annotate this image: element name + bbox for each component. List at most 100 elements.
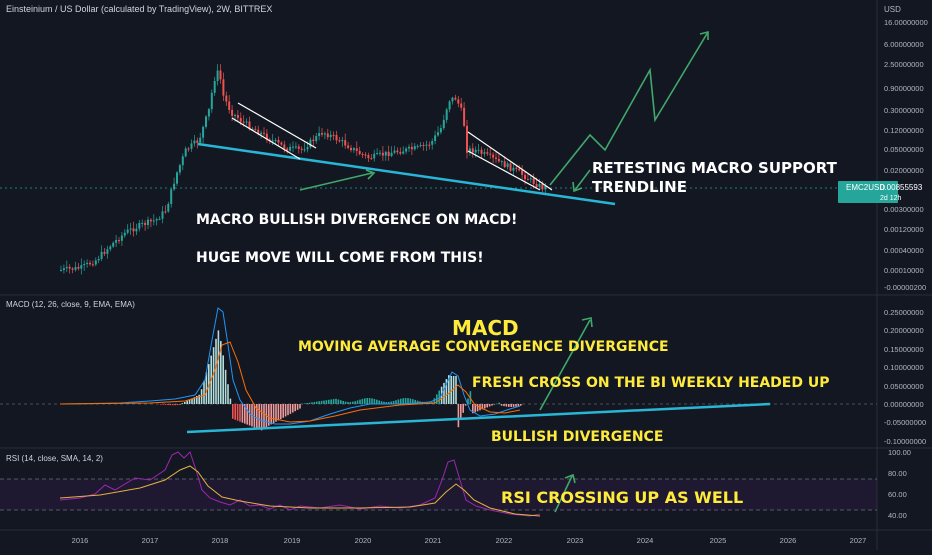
candle-body bbox=[236, 114, 239, 119]
candle-body bbox=[419, 145, 422, 147]
macd-histogram-bar bbox=[299, 404, 301, 409]
candle-body bbox=[393, 150, 396, 153]
macd-histogram-bar bbox=[359, 399, 361, 404]
macd-histogram-bar bbox=[356, 400, 359, 404]
candle-body bbox=[451, 97, 454, 102]
candle-body bbox=[370, 158, 373, 160]
candle-body bbox=[439, 128, 442, 133]
macd-histogram-bar bbox=[200, 389, 203, 404]
candle-body bbox=[65, 266, 68, 269]
candle-body bbox=[489, 153, 492, 155]
time-axis-ticks: 2016 2017 2018 2019 2020 2021 2022 2023 2024 2025… bbox=[72, 536, 867, 545]
macd-histogram-bar bbox=[510, 404, 512, 407]
candle-body bbox=[408, 146, 410, 149]
macd-histogram-bar bbox=[455, 376, 457, 404]
macd-histogram-bar bbox=[174, 404, 176, 406]
macd-histogram-bar bbox=[188, 399, 191, 404]
candle-body bbox=[77, 266, 80, 269]
macd-histogram-bar bbox=[270, 404, 272, 425]
candle-body bbox=[326, 133, 329, 138]
macd-histogram-bar bbox=[380, 401, 383, 404]
macd-tick-label: 0.05000000 bbox=[884, 382, 924, 391]
candle-body bbox=[413, 146, 416, 150]
candle-body bbox=[497, 158, 500, 162]
macd-projection-arrowhead bbox=[581, 317, 593, 328]
candle-body bbox=[271, 140, 274, 142]
candle-body bbox=[347, 145, 350, 148]
annotation-rsi-cross: RSI CROSSING UP AS WELL bbox=[501, 488, 743, 507]
candle-body bbox=[80, 265, 83, 269]
macd-histogram-bar bbox=[460, 404, 462, 420]
time-tick-label: 2023 bbox=[567, 536, 584, 545]
macd-histogram-bar bbox=[256, 404, 258, 429]
candle-body bbox=[144, 222, 147, 226]
macd-histogram-bar bbox=[325, 400, 328, 404]
candle-body bbox=[300, 148, 303, 150]
time-tick-label: 2026 bbox=[780, 536, 797, 545]
candle-body bbox=[71, 268, 74, 270]
macd-histogram-bar bbox=[371, 398, 373, 404]
macd-histogram-bar bbox=[193, 397, 196, 404]
divergence-arrowhead bbox=[365, 169, 376, 180]
macd-histogram-bar bbox=[313, 401, 316, 404]
wedge-upper-line-1 bbox=[237, 102, 317, 149]
divergence-arrow bbox=[299, 172, 373, 191]
macd-histogram-bar bbox=[198, 394, 200, 404]
candle-body bbox=[448, 101, 451, 110]
candle-body bbox=[216, 70, 219, 82]
candle-body bbox=[535, 183, 538, 187]
candle-body bbox=[196, 140, 199, 143]
candle-body bbox=[361, 154, 364, 156]
macd-histogram-bar bbox=[476, 404, 479, 412]
macd-histogram-bar bbox=[448, 375, 450, 404]
candle-body bbox=[292, 146, 294, 148]
macd-histogram-bar bbox=[224, 369, 227, 404]
candle-body bbox=[126, 229, 129, 233]
macd-histogram-bar bbox=[376, 399, 378, 404]
macd-histogram-bar bbox=[260, 404, 263, 431]
candle-body bbox=[118, 240, 120, 242]
candle-body bbox=[503, 161, 506, 168]
rsi-tick-label: 100.00 bbox=[888, 448, 911, 457]
candle-body bbox=[544, 185, 547, 190]
macd-histogram-bar bbox=[308, 402, 311, 404]
candle-body bbox=[387, 151, 390, 157]
annotation-divergence: MACRO BULLISH DIVERGENCE ON MACD! bbox=[196, 212, 517, 228]
candle-body bbox=[512, 167, 515, 171]
macd-histogram-bar bbox=[179, 404, 181, 405]
annotation-macd-full: MOVING AVERAGE CONVERGENCE DIVERGENCE bbox=[298, 339, 669, 355]
candle-body bbox=[123, 232, 126, 236]
candle-body bbox=[274, 139, 277, 141]
price-tick-label: 0.90000000 bbox=[884, 84, 924, 93]
macd-tick-label: 0.00000000 bbox=[884, 400, 924, 409]
candle-body bbox=[390, 152, 393, 157]
rsi-axis-ticks: 100.00 80.00 60.00 40.00 bbox=[888, 448, 911, 520]
macd-histogram-bar bbox=[212, 347, 215, 404]
candle-body bbox=[97, 258, 100, 261]
candle-body bbox=[254, 128, 257, 130]
candle-body bbox=[239, 118, 242, 122]
time-tick-label: 2024 bbox=[637, 536, 654, 545]
candle-body bbox=[263, 132, 265, 134]
candle-body bbox=[60, 269, 62, 271]
badge-price: 0.00855593 bbox=[880, 183, 923, 192]
macd-histogram-bar bbox=[186, 400, 188, 404]
macd-histogram-bar bbox=[366, 398, 368, 404]
candle-body bbox=[358, 150, 361, 155]
macd-histogram-bar bbox=[407, 398, 409, 404]
candle-body bbox=[109, 246, 112, 250]
candle-body bbox=[103, 251, 106, 254]
candle-body bbox=[91, 264, 94, 266]
annotation-retest-2: TRENDLINE bbox=[592, 178, 687, 196]
macd-histogram-bar bbox=[244, 404, 246, 424]
candle-body bbox=[219, 70, 222, 80]
candle-body bbox=[506, 163, 509, 168]
macd-histogram-bar bbox=[227, 384, 229, 404]
candle-body bbox=[468, 148, 471, 153]
macd-histogram-bar bbox=[368, 398, 371, 404]
macd-histogram-bar bbox=[311, 402, 313, 404]
macd-histogram-bar bbox=[304, 403, 306, 404]
macd-histogram-bar bbox=[229, 398, 232, 404]
